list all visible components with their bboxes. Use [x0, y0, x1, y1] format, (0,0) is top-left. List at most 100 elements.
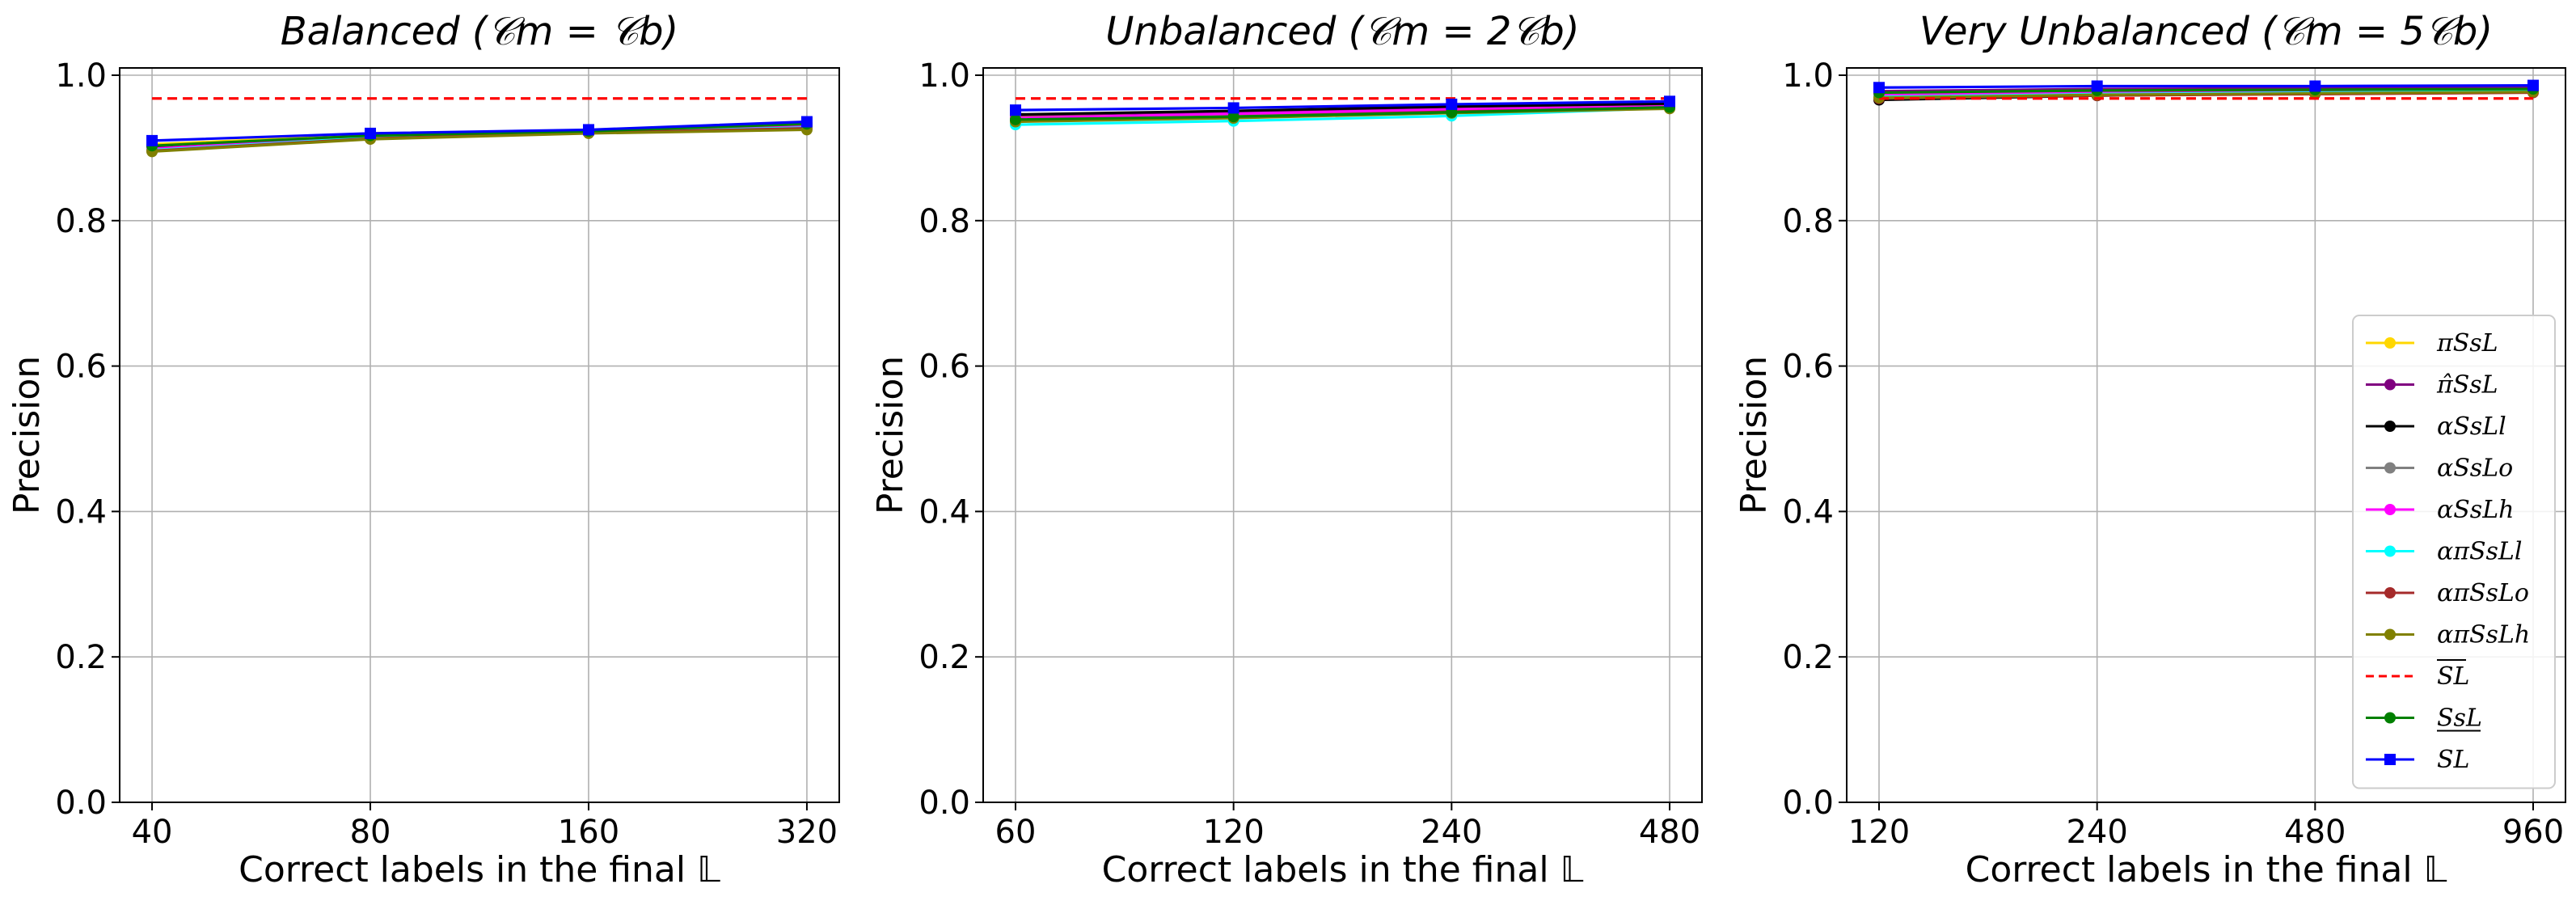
chart-panel-1: 0.0 0.2 0.4 0.6 0.8 1.0 40 80 160 320 Balanced (𝒞m… [6, 9, 840, 890]
data-point [365, 127, 377, 139]
data-point [1446, 98, 1458, 110]
y-axis-label: Precision [1734, 356, 1775, 514]
data-point [1663, 95, 1675, 108]
y-tick-label: 0.2 [918, 639, 970, 676]
legend-marker [2384, 337, 2396, 349]
legend-marker [2384, 462, 2396, 474]
x-axis-label: Correct labels in the final 𝕃 [1966, 849, 2447, 890]
y-tick-label: 0.4 [918, 493, 970, 531]
legend-label: SL [2437, 662, 2469, 691]
chart-panel-3: 0.0 0.2 0.4 0.6 0.8 1.0 120 240 480 960 Very Unbal… [1734, 9, 2566, 890]
series-line [1015, 105, 1670, 121]
legend-marker [2384, 587, 2396, 599]
series-line [1878, 87, 2534, 95]
y-tick-label: 0.8 [1782, 203, 1834, 240]
x-tick-label: 120 [1202, 814, 1264, 851]
chart-title: Unbalanced (𝒞m = 2𝒞b) [1105, 9, 1579, 54]
data-point [146, 134, 158, 146]
series-line [1878, 83, 2534, 89]
x-axis-label: Correct labels in the final 𝕃 [1102, 849, 1584, 890]
x-tick-label: 80 [350, 814, 391, 851]
y-tick-label: 0.8 [55, 203, 107, 240]
series-line [151, 128, 807, 153]
y-axis-label: Precision [870, 356, 911, 514]
x-tick-label: 120 [1848, 814, 1910, 851]
y-tick-label: 0.2 [55, 639, 107, 676]
series-line [1015, 102, 1670, 116]
chart-panel-2: 0.0 0.2 0.4 0.6 0.8 1.0 60 120 240 480 Unbalanced … [870, 9, 1703, 890]
legend-marker [2384, 628, 2396, 641]
chart-title: Very Unbalanced (𝒞m = 5𝒞b) [1919, 9, 2493, 54]
series-line [1878, 86, 2534, 93]
data-point [2091, 80, 2103, 92]
y-tick-label: 0.4 [1782, 493, 1834, 531]
y-tick-label: 0.8 [918, 203, 970, 240]
y-tick-label: 1.0 [1782, 57, 1834, 95]
legend-marker [2384, 504, 2396, 515]
legend-entry: αSsLo [2366, 455, 2513, 483]
y-tick-label: 0.0 [55, 785, 107, 822]
legend-label: απSsLh [2437, 621, 2530, 649]
legend-label: SsL [2437, 704, 2482, 733]
legend-entry: απSsLo [2366, 579, 2529, 607]
x-tick-label: 40 [132, 814, 173, 851]
legend-marker [2384, 754, 2396, 765]
legend-label: αSsLl [2437, 412, 2506, 441]
y-tick-label: 0.0 [918, 785, 970, 822]
legend-label: απSsLl [2437, 538, 2522, 566]
data-point [2527, 79, 2539, 91]
legend-entry: αSsLl [2366, 412, 2506, 441]
data-point [800, 116, 813, 128]
plot-frame [982, 67, 1703, 803]
y-tick-label: 0.0 [1782, 785, 1834, 822]
legend-entry: αSsLh [2366, 496, 2514, 524]
series-line [1015, 105, 1670, 120]
plot-frame [1846, 67, 2566, 803]
x-tick-label: 240 [2066, 814, 2127, 851]
chart-title: Balanced (𝒞m = 𝒞b) [281, 9, 679, 54]
y-tick-label: 0.2 [1782, 639, 1834, 676]
data-point [1227, 102, 1239, 114]
y-tick-label: 0.4 [55, 493, 107, 531]
y-tick-label: 0.6 [918, 349, 970, 386]
legend-box [2352, 315, 2556, 789]
x-axis-label: Correct labels in the final 𝕃 [239, 849, 720, 890]
series-11 [1010, 95, 1675, 116]
x-tick-label: 320 [776, 814, 838, 851]
series-line [1015, 99, 1670, 112]
x-tick-label: 160 [558, 814, 619, 851]
legend-entry: SsL [2366, 704, 2482, 733]
y-tick-label: 0.6 [1782, 349, 1834, 386]
plot-frame [119, 67, 840, 803]
series-11 [1873, 79, 2539, 94]
x-tick-label: 60 [995, 814, 1037, 851]
y-tick-label: 1.0 [918, 57, 970, 95]
data-point [1227, 111, 1239, 123]
legend-label: π̂SsL [2436, 371, 2498, 400]
legend-entry: SL [2366, 659, 2469, 691]
legend-label: SL [2437, 746, 2469, 774]
legend-entry: απSsLl [2366, 538, 2522, 566]
legend-label: απSsLo [2437, 579, 2529, 607]
legend-label: αSsLh [2437, 496, 2514, 524]
grid [120, 68, 839, 803]
series-line [151, 120, 808, 142]
legend-entry: π̂SsL [2366, 371, 2498, 400]
data-point [1010, 104, 1022, 116]
legend-marker [2384, 712, 2396, 724]
legend-entry: πSsL [2366, 329, 2498, 357]
y-tick-label: 0.6 [55, 349, 107, 386]
legend: πSsL π̂SsL αSsLl αSsLo αSsLh απSsLl απSsLo απSs… [2352, 315, 2556, 789]
data-point [582, 124, 594, 136]
grid [983, 68, 1702, 803]
data-point [1873, 82, 1886, 94]
legend-marker [2384, 379, 2396, 391]
legend-entry: SL [2366, 746, 2469, 774]
x-tick-label: 960 [2502, 814, 2564, 851]
data-point [1010, 113, 1022, 125]
legend-label: αSsLo [2437, 455, 2513, 483]
legend-marker [2384, 421, 2396, 432]
legend-marker [2384, 545, 2396, 557]
x-tick-label: 480 [1639, 814, 1700, 851]
